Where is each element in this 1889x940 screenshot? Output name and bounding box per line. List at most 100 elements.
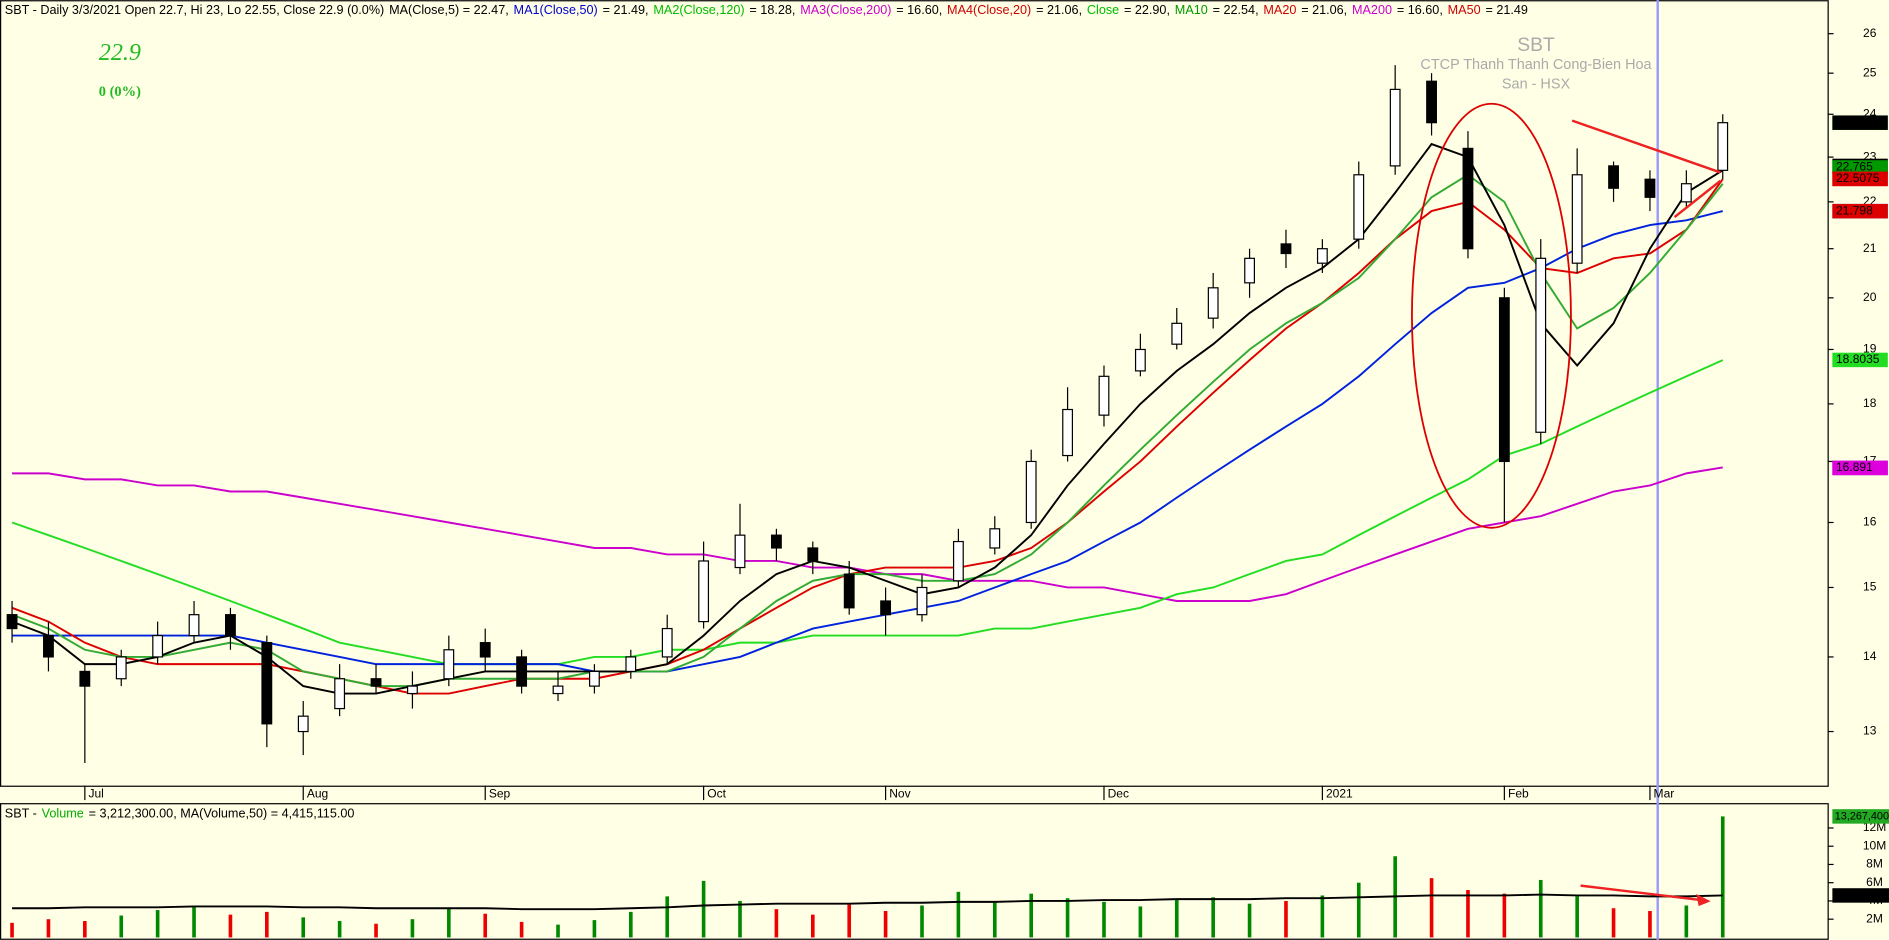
- x-tick-label: 2021: [1326, 786, 1353, 800]
- candle-body: [334, 678, 346, 710]
- header-segment: MA20: [1263, 3, 1296, 17]
- candle-body: [188, 614, 200, 637]
- price-tag: [1832, 171, 1888, 187]
- candle-body: [1498, 297, 1510, 463]
- volume-bar: [1538, 879, 1543, 938]
- x-tick-label: Oct: [707, 786, 726, 800]
- candle-body: [1717, 122, 1729, 171]
- volume-bar: [1502, 893, 1507, 938]
- header-segment: = 16.60,: [896, 3, 942, 17]
- volume-bar: [1356, 882, 1361, 938]
- header-segment: = 22.54,: [1213, 3, 1259, 17]
- moving-average-line: [12, 210, 1723, 673]
- candle-body: [1426, 80, 1437, 124]
- candle-body: [1462, 147, 1474, 250]
- x-tick-label: Sep: [489, 786, 511, 800]
- y-tick-label: 26: [1863, 26, 1877, 40]
- volume-bar: [119, 915, 124, 938]
- volume-bar: [774, 909, 779, 938]
- candle-body: [625, 656, 637, 673]
- volume-bar: [1720, 816, 1725, 938]
- candle-body: [1608, 165, 1619, 189]
- volume-ma-line: [12, 893, 1723, 911]
- candle-body: [1389, 88, 1401, 167]
- candle-body: [770, 534, 782, 549]
- y-tick-label: 8M: [1866, 857, 1883, 871]
- volume-bar: [83, 921, 87, 938]
- x-tick-label: Dec: [1108, 786, 1129, 800]
- y-tick-label: 13: [1863, 724, 1877, 738]
- candle-body: [552, 685, 564, 695]
- price-tag-label: 21.798: [1836, 203, 1873, 217]
- volume-arrow-head: [1696, 894, 1711, 907]
- y-tick-label: 21: [1863, 241, 1877, 255]
- volume-bar: [1211, 897, 1215, 938]
- volume-bar: [410, 919, 415, 938]
- x-tick-label: Nov: [889, 786, 910, 800]
- volume-bar: [155, 910, 160, 938]
- x-tick-label: Feb: [1508, 786, 1529, 800]
- x-tick-label: Mar: [1654, 786, 1675, 800]
- x-tick-label: Jul: [88, 786, 103, 800]
- candle-body: [843, 573, 855, 609]
- candle-body: [43, 634, 54, 658]
- header-segment: MA200: [1352, 3, 1392, 17]
- header-segment: MA10: [1175, 3, 1208, 17]
- y-tick-label: 19: [1863, 342, 1877, 356]
- header-segment: = 3,212,300.00, MA(Volume,50) = 4,415,11…: [89, 807, 355, 821]
- volume-bar: [1138, 906, 1143, 938]
- y-tick-label: 18: [1863, 396, 1877, 410]
- header-segment: = 22.90,: [1124, 3, 1170, 17]
- volume-bar: [629, 911, 633, 938]
- volume-bar: [1648, 910, 1652, 938]
- volume-tag: [1832, 809, 1889, 824]
- candle-body: [880, 600, 892, 616]
- volume-bar: [337, 921, 342, 938]
- watermark: SBT: [1517, 35, 1555, 56]
- volume-bar: [810, 914, 815, 938]
- price-tag-label: 18.8035: [1836, 352, 1880, 366]
- volume-tag-label: 4,602,900: [1835, 889, 1883, 901]
- trend-line: [1673, 179, 1722, 218]
- candle-body: [989, 528, 1001, 549]
- volume-bar: [701, 880, 706, 938]
- price-tag: [1832, 115, 1888, 130]
- header-segment: MA4(Close,20): [947, 3, 1031, 17]
- last-price: 22.9: [99, 40, 141, 66]
- candle-body: [115, 656, 127, 680]
- volume-bar: [992, 902, 997, 938]
- candle-body: [443, 649, 455, 680]
- candle-body: [261, 642, 273, 725]
- volume-bar: [10, 922, 14, 938]
- volume-bar: [301, 917, 306, 938]
- y-tick-label: 15: [1863, 580, 1877, 594]
- candle-body: [807, 547, 819, 562]
- y-tick-label: 12M: [1863, 820, 1886, 834]
- volume-bar: [1466, 889, 1470, 938]
- price-change: 0 (0%): [99, 84, 141, 100]
- volume-bar: [1065, 898, 1070, 938]
- candle-body: [1134, 348, 1146, 372]
- volume-bar: [1320, 895, 1325, 938]
- volume-bar: [374, 923, 378, 938]
- candle-body: [698, 560, 710, 623]
- cup-annotation: [1411, 102, 1572, 529]
- volume-bar: [592, 920, 597, 938]
- moving-average-line: [11, 178, 1724, 695]
- candle-body: [1571, 174, 1583, 264]
- y-tick-label: 2M: [1866, 911, 1883, 925]
- candle-body: [152, 634, 164, 658]
- volume-panel: [0, 803, 1829, 940]
- candle-body: [479, 642, 491, 658]
- candle-body: [1680, 183, 1692, 203]
- volume-bar: [556, 924, 560, 938]
- candle-body: [734, 534, 746, 569]
- candle-body: [225, 614, 236, 637]
- header-segment: = 18.28,: [749, 3, 795, 17]
- price-tag: [1832, 460, 1888, 476]
- volume-bar: [1575, 896, 1579, 938]
- candle-body: [588, 670, 600, 687]
- candle-body: [1098, 375, 1110, 416]
